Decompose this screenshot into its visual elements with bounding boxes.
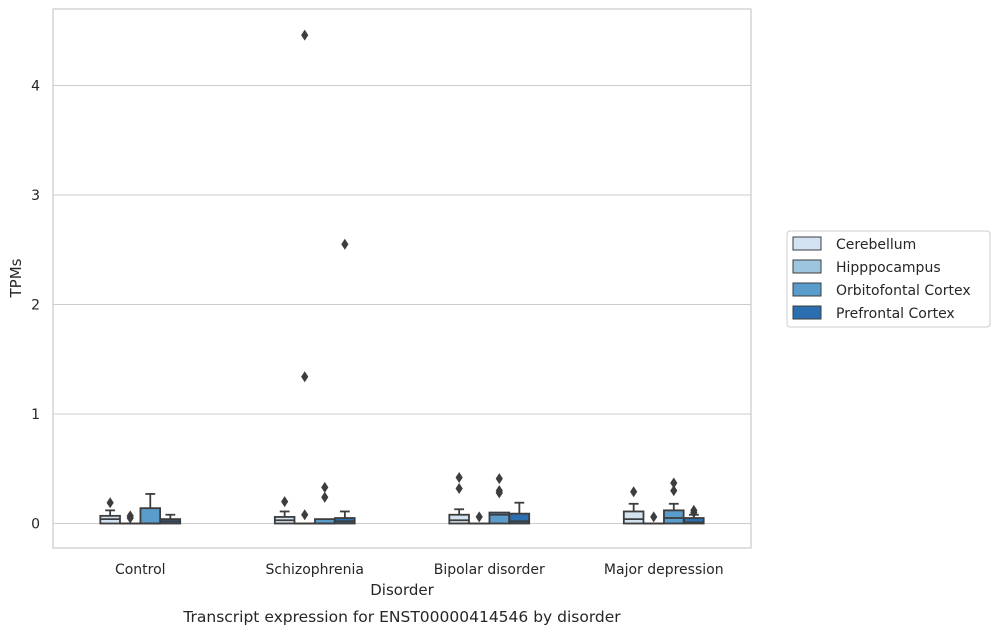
y-tick-label-1: 1 <box>31 407 40 423</box>
legend-label-0: Cerebellum <box>836 237 916 253</box>
box-0-2 <box>448 472 470 525</box>
outlier-0 <box>106 497 114 509</box>
x-tick-label-2: Bipolar disorder <box>434 562 545 578</box>
box-2-0 <box>139 493 162 525</box>
outlier-0 <box>341 238 349 250</box>
x-tick-label-0: Control <box>115 562 166 578</box>
x-tick-labels: Control Schizophrenia Bipolar disorder Majo… <box>115 562 724 578</box>
box-2-1 <box>314 481 336 525</box>
outlier-1 <box>301 371 309 383</box>
box-body <box>663 509 685 525</box>
outlier-2 <box>495 473 503 485</box>
chart-caption: Transcript expression for ENST0000041454… <box>182 608 621 626</box>
outlier-1 <box>321 481 329 493</box>
legend-swatch-3 <box>792 305 822 320</box>
box-2-3 <box>663 477 685 525</box>
outlier-1 <box>455 472 463 484</box>
plot-frame <box>52 8 752 549</box>
box-1-2 <box>468 511 490 525</box>
box-3-3 <box>683 504 705 525</box>
box-body <box>448 513 470 525</box>
outlier-0 <box>455 482 463 494</box>
plot-background <box>53 9 751 548</box>
box-3-0 <box>159 513 182 525</box>
legend-swatch-1 <box>792 259 822 274</box>
outlier-0 <box>630 486 638 498</box>
outlier-1 <box>495 485 503 497</box>
y-tick-labels: 0 1 2 3 4 <box>31 79 40 533</box>
outlier-1 <box>126 510 134 522</box>
legend-swatch-2 <box>792 282 822 297</box>
box-body <box>139 507 162 525</box>
box-2-2 <box>488 473 511 525</box>
x-tick-label-3: Major depression <box>604 562 724 578</box>
outlier-0 <box>321 491 329 503</box>
y-tick-label-0: 0 <box>31 517 40 533</box>
legend-label-2: Orbitofontal Cortex <box>836 283 971 299</box>
box-0-0 <box>99 497 121 525</box>
box-body <box>508 512 531 525</box>
box-3-1 <box>334 238 356 525</box>
box-body <box>622 510 645 525</box>
outlier-2 <box>301 29 309 41</box>
x-tick-label-1: Schizophrenia <box>266 562 364 578</box>
outlier-1 <box>690 504 698 516</box>
legend-swatch-0 <box>792 236 822 251</box>
box-0-1 <box>273 496 296 525</box>
legend-label-1: Hipppocampus <box>836 260 941 276</box>
y-tick-label-2: 2 <box>31 298 40 314</box>
outlier-0 <box>281 496 289 508</box>
outlier-1 <box>670 477 678 489</box>
x-axis-label: Disorder <box>370 581 434 599</box>
outlier-0 <box>670 485 678 497</box>
legend: Cerebellum Hipppocampus Orbitofontal Corte… <box>786 230 991 328</box>
y-tick-label-3: 3 <box>31 188 40 204</box>
legend-frame <box>786 230 991 328</box>
y-tick-label-4: 4 <box>31 79 40 95</box>
outlier-0 <box>475 511 483 523</box>
box-1-1 <box>293 29 316 525</box>
y-axis-label: TPMs <box>7 258 25 298</box>
outlier-0 <box>650 511 658 523</box>
box-0-3 <box>622 486 645 525</box>
legend-label-3: Prefrontal Cortex <box>836 306 955 322</box>
box-layer <box>99 29 705 525</box>
box-3-2 <box>508 501 531 525</box>
outlier-0 <box>301 509 309 521</box>
